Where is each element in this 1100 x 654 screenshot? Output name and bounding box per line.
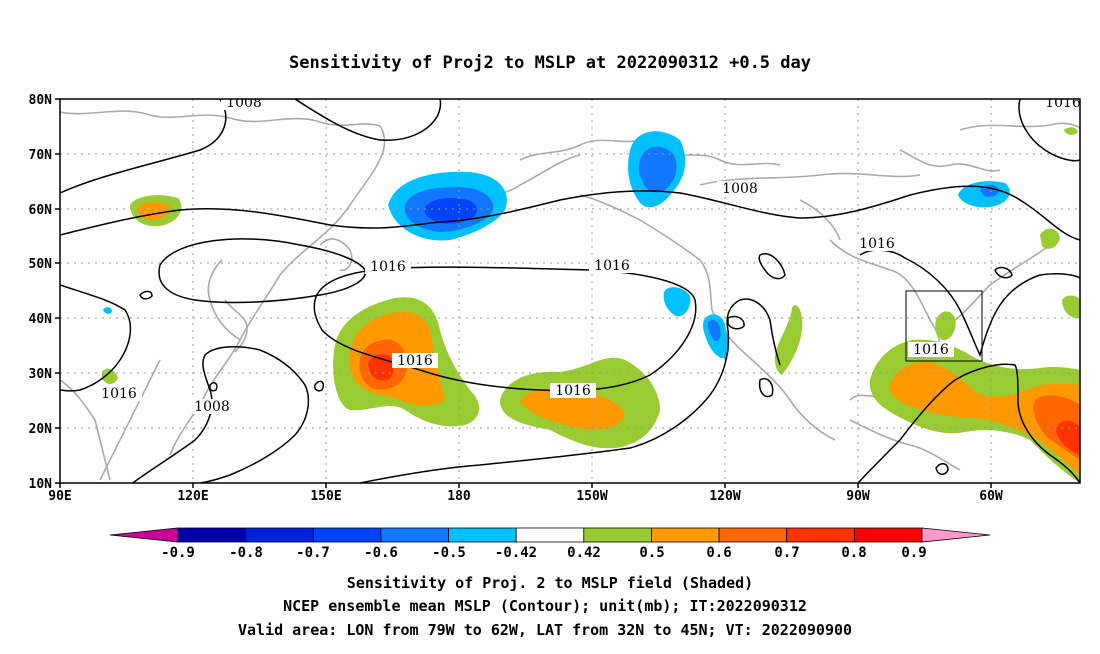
- contour-label: 1016: [594, 258, 630, 274]
- y-tick-label: 10N: [29, 477, 53, 492]
- colorbar-cell: [177, 527, 247, 543]
- valid-area-box: [905, 290, 983, 362]
- map-border: [59, 98, 1081, 484]
- neg-region-alaska-core: [638, 146, 677, 193]
- colorbar-label: -0.7: [296, 545, 330, 561]
- colorbar-label: 0.6: [706, 545, 731, 561]
- pos-region-newengland: [935, 311, 956, 341]
- y-tick-label: 60N: [29, 203, 53, 218]
- figure-title: Sensitivity of Proj2 to MSLP at 20220903…: [289, 53, 811, 73]
- y-tick-label: 70N: [29, 148, 53, 163]
- colorbar-label: -0.6: [364, 545, 398, 561]
- caption-line-1: Sensitivity of Proj. 2 to MSLP field (Sh…: [347, 574, 753, 592]
- caption-line-3: Valid area: LON from 79W to 62W, LAT fro…: [238, 621, 852, 639]
- axis-ticks: [55, 98, 992, 488]
- colorbar-cell: [583, 527, 652, 543]
- y-tick-label: 50N: [29, 257, 53, 272]
- colorbar-cell: [245, 527, 314, 543]
- pos-region-small3: [1064, 127, 1078, 135]
- pos-region-north-atlantic: [1040, 228, 1060, 249]
- pos-region-atlantic-orange: [889, 361, 1080, 475]
- colorbar-label: -0.42: [495, 545, 537, 561]
- contour-label: 1016: [913, 342, 949, 358]
- contour-label: 1008: [194, 399, 230, 415]
- colorbar-right-triangle: [921, 527, 991, 543]
- neg-region-bering-core2: [424, 198, 477, 224]
- contour-label: 1008: [722, 181, 758, 197]
- x-tick-label: 120W: [709, 489, 740, 504]
- contour-label: 1016: [101, 386, 137, 402]
- y-tick-label: 40N: [29, 312, 53, 327]
- colorbar-label: -0.8: [229, 545, 263, 561]
- colorbar-cell: [515, 527, 585, 543]
- caption-line-2: NCEP ensemble mean MSLP (Contour); unit(…: [283, 597, 807, 615]
- colorbar-label: 0.9: [901, 545, 926, 561]
- contour-label: 1016: [555, 383, 591, 399]
- x-tick-label: 120E: [177, 489, 208, 504]
- colorbar-cell: [786, 527, 855, 543]
- colorbar-cell: [448, 527, 517, 543]
- x-axis-labels: 90E 120E 150E 180 150W 120W 90W 60W: [48, 489, 1003, 504]
- colorbar-cell: [853, 527, 923, 543]
- contour-labels: 1008 1008 1008 1016 1016 1016 1016 1016 …: [96, 95, 1081, 415]
- neg-region-pac1: [663, 287, 691, 317]
- colorbar-label: 0.8: [841, 545, 866, 561]
- colorbar-cell: [651, 527, 720, 543]
- pos-region-central-pacific-orange: [520, 388, 625, 430]
- contour-label: 1008: [226, 95, 262, 111]
- pos-region-small4: [102, 368, 118, 384]
- x-tick-label: 150E: [310, 489, 341, 504]
- colorbar-cell: [380, 527, 449, 543]
- y-tick-label: 80N: [29, 93, 53, 108]
- x-tick-label: 150W: [576, 489, 607, 504]
- colorbar: -0.9 -0.8 -0.7 -0.6 -0.5 -0.42 0.42 0.5 …: [109, 527, 991, 561]
- neg-region-calif-core: [707, 320, 721, 342]
- contour-label: 1016: [859, 236, 895, 252]
- x-tick-label: 180: [447, 489, 471, 504]
- contour-label: 1016: [1045, 95, 1081, 111]
- colorbar-label: 0.7: [774, 545, 799, 561]
- pos-region-small2: [1062, 295, 1080, 319]
- pos-region-mexico: [774, 305, 803, 375]
- colorbar-label: -0.5: [432, 545, 466, 561]
- contour-label: 1016: [370, 259, 406, 275]
- contour-label: 1016: [397, 353, 433, 369]
- colorbar-label: -0.9: [161, 545, 195, 561]
- x-tick-label: 90W: [846, 489, 870, 504]
- colorbar-cell: [718, 527, 788, 543]
- colorbar-cell: [312, 527, 382, 543]
- colorbar-left-triangle: [109, 527, 179, 543]
- colorbar-label: 0.42: [567, 545, 601, 561]
- neg-region-small: [103, 307, 112, 314]
- colorbar-label: 0.5: [639, 545, 664, 561]
- y-axis-labels: 80N 70N 60N 50N 40N 30N 20N 10N: [29, 93, 53, 492]
- x-tick-label: 60W: [979, 489, 1003, 504]
- sensitivity-shading: [102, 127, 1080, 483]
- y-tick-label: 30N: [29, 367, 53, 382]
- y-tick-label: 20N: [29, 422, 53, 437]
- mslp-contours: [60, 99, 1080, 483]
- x-tick-label: 90E: [48, 489, 71, 504]
- pos-region-atlantic-red: [1056, 420, 1080, 455]
